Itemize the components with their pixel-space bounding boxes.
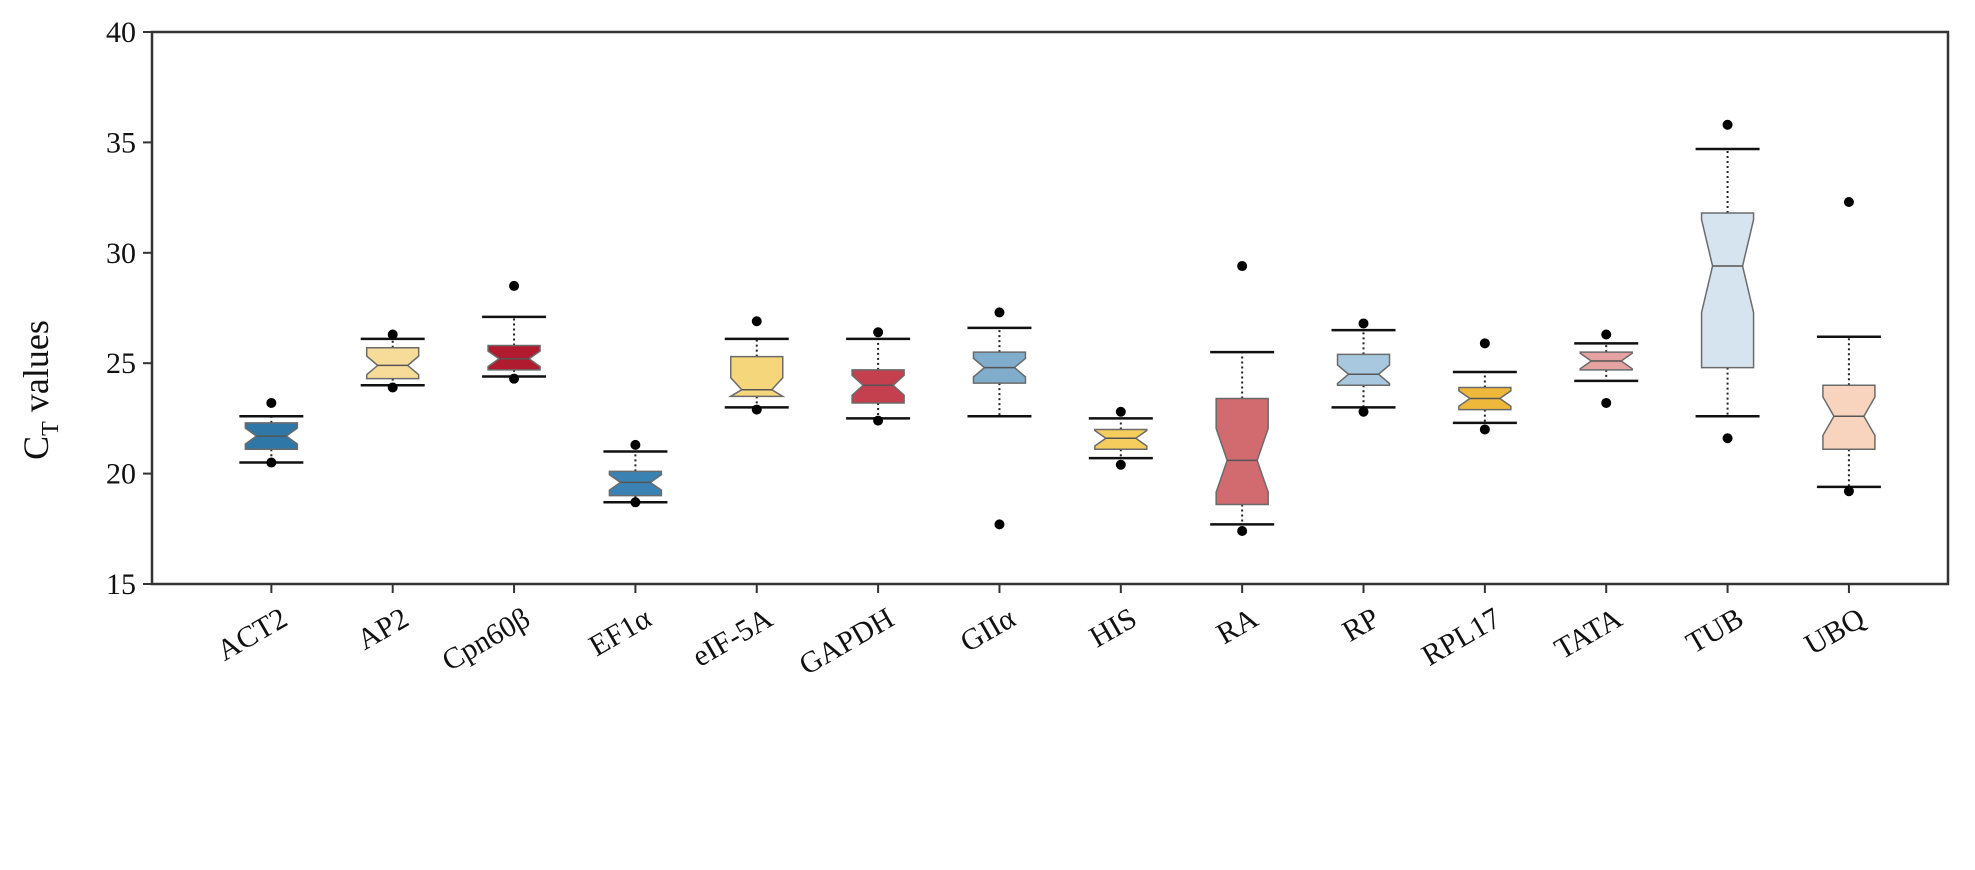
box-TUB xyxy=(1695,119,1760,444)
flier-point xyxy=(1601,329,1612,340)
flier-point xyxy=(1358,406,1369,417)
box-AP2 xyxy=(360,329,425,393)
flier-point xyxy=(1358,318,1369,329)
box-body xyxy=(1822,384,1876,451)
box-body xyxy=(608,470,663,497)
flier-point xyxy=(1601,397,1612,408)
x-tick-label: AP2 xyxy=(351,601,414,656)
flier-point xyxy=(630,497,641,508)
flier-point xyxy=(994,307,1005,318)
box-RPL17 xyxy=(1452,338,1517,435)
box-RA xyxy=(1210,261,1275,537)
x-tick-label: HIS xyxy=(1084,601,1142,654)
flier-point xyxy=(266,457,277,468)
x-tick-label: TATA xyxy=(1549,601,1628,666)
flier-point xyxy=(1479,338,1490,349)
flier-point xyxy=(1722,119,1733,130)
flier-point xyxy=(1843,486,1854,497)
box-body xyxy=(728,355,786,398)
y-tick-label: 20 xyxy=(106,458,136,491)
box-HIS xyxy=(1088,406,1153,470)
box-body xyxy=(1094,428,1148,451)
flier-point xyxy=(751,404,762,415)
y-axis-label-rest: values xyxy=(16,320,56,421)
x-tick-label: TUB xyxy=(1681,601,1749,660)
flier-point xyxy=(266,397,277,408)
y-axis-label-subscript: T xyxy=(38,421,64,436)
x-tick-label: Cpn60β xyxy=(437,601,536,677)
x-tick-label: RA xyxy=(1211,601,1264,651)
box-eIF-5A xyxy=(724,316,789,415)
x-tick-label: eIF-5A xyxy=(687,601,779,673)
y-tick-label: 40 xyxy=(106,16,136,49)
box-Cpn60β xyxy=(482,280,547,384)
flier-point xyxy=(873,415,884,426)
flier-point xyxy=(1115,459,1126,470)
flier-point xyxy=(1237,261,1248,272)
box-body xyxy=(1215,397,1269,506)
box-GAPDH xyxy=(846,327,911,426)
y-axis-label: CT values xyxy=(16,320,64,460)
x-tick-label: RP xyxy=(1337,601,1385,648)
box-body xyxy=(487,344,541,371)
flier-point xyxy=(751,316,762,327)
flier-point xyxy=(1237,526,1248,537)
box-GIIα xyxy=(967,307,1032,530)
box-RP xyxy=(1331,318,1396,417)
box-body xyxy=(1700,212,1755,369)
flier-point xyxy=(994,519,1005,530)
flier-point xyxy=(387,329,398,340)
box-EF1α xyxy=(603,439,668,508)
flier-point xyxy=(1479,424,1490,435)
flier-point xyxy=(873,327,884,338)
box-ACT2 xyxy=(239,397,304,468)
box-TATA xyxy=(1574,329,1639,408)
box-UBQ xyxy=(1816,197,1881,497)
x-tick-label: ACT2 xyxy=(211,601,292,667)
svg-text:CT values: CT values xyxy=(16,320,64,460)
y-tick-label: 25 xyxy=(106,347,136,380)
flier-point xyxy=(387,382,398,393)
flier-point xyxy=(509,280,520,291)
flier-point xyxy=(1843,197,1854,208)
y-tick-label: 15 xyxy=(106,568,136,601)
plot-frame xyxy=(150,30,1950,586)
flier-point xyxy=(1115,406,1126,417)
x-tick-label: RPL17 xyxy=(1416,601,1506,672)
x-tick-label: EF1α xyxy=(583,601,657,663)
y-tick-label: 35 xyxy=(106,126,136,159)
y-axis-label-main: C xyxy=(16,436,56,460)
x-tick-label: GIIα xyxy=(955,601,1021,658)
box-body xyxy=(851,369,905,404)
flier-point xyxy=(1722,433,1733,444)
x-tick-label: GAPDH xyxy=(794,601,900,681)
y-tick-label: 30 xyxy=(106,237,136,270)
flier-point xyxy=(630,439,641,450)
box-body xyxy=(1336,353,1391,387)
box-body xyxy=(365,346,420,380)
flier-point xyxy=(509,373,520,384)
x-tick-label: UBQ xyxy=(1799,601,1871,661)
